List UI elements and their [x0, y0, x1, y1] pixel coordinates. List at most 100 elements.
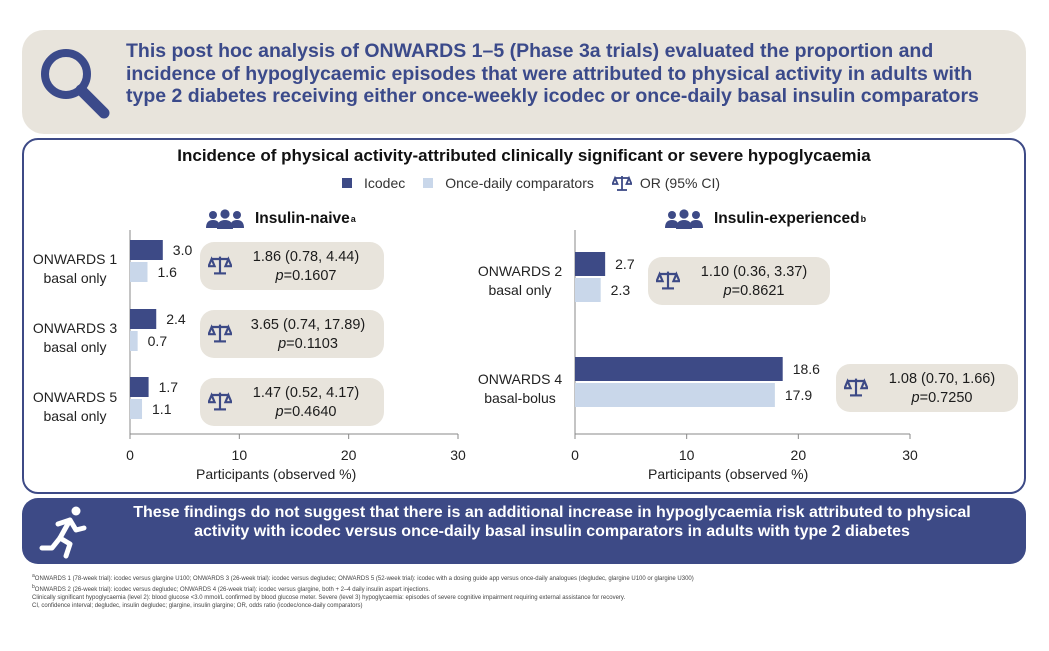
p-prefix: p — [911, 390, 920, 406]
category-label-line2: basal only — [43, 408, 107, 424]
conclusion-banner — [22, 498, 1026, 564]
scale-icon — [208, 392, 232, 411]
footnote-a: aONWARDS 1 (78-week trial): icodec versu… — [32, 572, 1022, 583]
header-banner — [22, 30, 1026, 134]
running-person-icon — [39, 506, 87, 559]
header-text: This post hoc analysis of ONWARDS 1–5 (P… — [126, 40, 979, 107]
legend-item-comparators: Once-daily comparators — [423, 175, 594, 191]
p-value: p=0.1103 — [236, 335, 380, 354]
or-text: 3.65 (0.74, 17.89) p=0.1103 — [236, 316, 380, 354]
or-text: 1.47 (0.52, 4.17) p=0.4640 — [236, 384, 376, 422]
or-annotation: 1.47 (0.52, 4.17) p=0.4640 — [200, 378, 384, 426]
category-label: ONWARDS 5 basal only — [26, 388, 124, 426]
x-tick-label: 20 — [791, 447, 807, 463]
legend-label-icodec: Icodec — [364, 175, 406, 191]
x-tick-label: 30 — [450, 447, 466, 463]
category-label-line2: basal only — [43, 339, 107, 355]
category-label-line2: basal only — [488, 282, 552, 298]
p-value: p=0.1607 — [236, 267, 376, 286]
category-label-line2: basal only — [43, 270, 107, 286]
or-text: 1.10 (0.36, 3.37) p=0.8621 — [684, 263, 824, 301]
p-number: =0.8621 — [731, 283, 785, 299]
people-icon — [206, 209, 244, 229]
p-prefix: p — [275, 268, 284, 284]
scale-icon — [844, 378, 868, 397]
x-tick-label: 20 — [341, 447, 357, 463]
panel-title-left-text: Insulin-naive — [255, 210, 350, 227]
p-prefix: p — [275, 404, 284, 420]
value-label-icodec: 2.4 — [166, 311, 186, 327]
or-value: 3.65 (0.74, 17.89) — [250, 317, 366, 333]
scale-icon — [611, 175, 632, 191]
category-label-line1: ONWARDS 4 — [477, 371, 563, 387]
scale-icon — [656, 271, 680, 290]
category-label-line1: ONWARDS 3 — [32, 320, 118, 336]
bar-icodec — [130, 377, 149, 397]
chart-title: Incidence of physical activity-attribute… — [177, 146, 871, 165]
category-label-line1: ONWARDS 1 — [32, 251, 118, 267]
magnifier-icon — [41, 49, 110, 119]
category-label-line1: ONWARDS 2 — [477, 263, 563, 279]
bar-icodec — [575, 252, 606, 276]
legend-swatch-icodec — [342, 178, 352, 188]
p-number: =0.1607 — [283, 268, 337, 284]
or-value: 1.86 (0.78, 4.44) — [252, 249, 360, 265]
or-value: 1.08 (0.70, 1.66) — [888, 371, 996, 387]
x-tick-label: 0 — [126, 447, 134, 463]
x-axis-label-left: Participants (observed %) — [196, 466, 357, 482]
or-text: 1.08 (0.70, 1.66) p=0.7250 — [872, 370, 1012, 408]
bar-comparator — [575, 383, 775, 407]
people-icon — [665, 209, 703, 229]
value-label-comparator: 1.6 — [157, 264, 177, 280]
value-label-comparator: 2.3 — [611, 282, 631, 298]
or-annotation: 1.08 (0.70, 1.66) p=0.7250 — [836, 364, 1018, 412]
or-value: 1.47 (0.52, 4.17) — [252, 385, 360, 401]
value-label-comparator: 1.1 — [152, 401, 172, 417]
p-value: p=0.7250 — [872, 389, 1012, 408]
legend: Icodec Once-daily comparators OR (95% CI… — [342, 174, 738, 192]
category-label-line2: basal-bolus — [484, 390, 556, 406]
scale-icon — [208, 256, 232, 275]
or-annotation: 1.86 (0.78, 4.44) p=0.1607 — [200, 242, 384, 290]
footnote-b: bONWARDS 2 (26-week trial): icodec versu… — [32, 583, 1022, 594]
scale-icon — [208, 324, 232, 343]
footnote-b-marker: b — [32, 584, 35, 590]
footnote-b-text: ONWARDS 2 (26-week trial): icodec versus… — [34, 587, 431, 593]
footnotes: aONWARDS 1 (78-week trial): icodec versu… — [32, 572, 1022, 610]
footnote-definitions: Clinically significant hypoglycaemia (le… — [32, 595, 626, 601]
or-annotation: 3.65 (0.74, 17.89) p=0.1103 — [200, 310, 384, 358]
chart-container — [22, 138, 1026, 494]
or-annotation: 1.10 (0.36, 3.37) p=0.8621 — [648, 257, 830, 305]
x-axis-label-right: Participants (observed %) — [648, 466, 809, 482]
category-label: ONWARDS 2 basal only — [470, 262, 570, 300]
footnote-a-marker: a — [32, 573, 35, 579]
bar-icodec — [575, 357, 783, 381]
p-value: p=0.8621 — [684, 282, 824, 301]
legend-item-or: OR (95% CI) — [611, 174, 720, 192]
or-text: 1.86 (0.78, 4.44) p=0.1607 — [236, 248, 376, 286]
bar-comparator — [130, 331, 138, 351]
p-number: =0.7250 — [919, 390, 973, 406]
x-tick-label: 30 — [902, 447, 918, 463]
legend-label-comparators: Once-daily comparators — [445, 175, 594, 191]
x-tick-label: 0 — [571, 447, 579, 463]
panel-title-right-text: Insulin-experienced — [714, 210, 860, 227]
legend-item-icodec: Icodec — [342, 175, 405, 191]
category-label: ONWARDS 3 basal only — [26, 319, 124, 357]
bar-comparator — [130, 262, 148, 282]
panel-title-left: Insulin-naive a — [205, 209, 356, 229]
x-tick-label: 10 — [232, 447, 248, 463]
p-number: =0.1103 — [286, 336, 338, 352]
panel-title-right-sup: b — [860, 214, 867, 224]
panel-title-right: Insulin-experienced b — [664, 209, 866, 229]
p-prefix: p — [278, 336, 287, 352]
conclusion-text: These findings do not suggest that there… — [133, 504, 971, 540]
value-label-icodec: 18.6 — [793, 361, 820, 377]
p-number: =0.4640 — [283, 404, 337, 420]
bar-comparator — [575, 278, 601, 302]
bar-icodec — [130, 309, 157, 329]
footnote-abbreviations: CI, confidence interval; degludec, insul… — [32, 603, 363, 609]
x-tick-label: 10 — [679, 447, 695, 463]
category-label: ONWARDS 1 basal only — [26, 250, 124, 288]
